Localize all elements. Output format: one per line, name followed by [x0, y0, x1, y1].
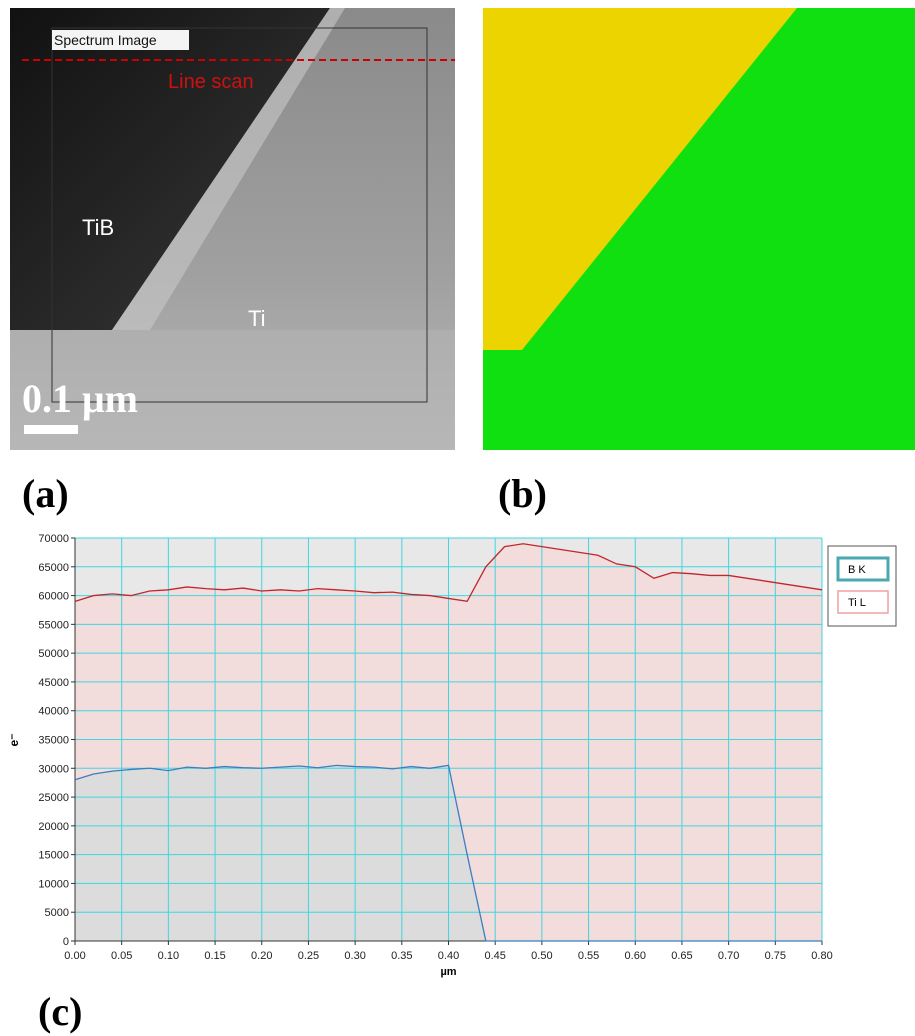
x-tick-label: 0.80 [811, 950, 832, 962]
line [74, 764, 822, 942]
y-tick-label: 70000 [38, 533, 69, 545]
y-tick-label: 10000 [38, 878, 69, 890]
x-tick-label: 0.35 [391, 950, 412, 962]
x-tick-label: 0.25 [298, 950, 319, 962]
region-label: Ti [248, 306, 266, 331]
x-tick-label: 0.15 [204, 950, 225, 962]
x-tick-label: 0.50 [531, 950, 552, 962]
x-tick-label: 0.55 [578, 950, 599, 962]
panel-label: (c) [38, 989, 82, 1034]
x-tick-label: 0.45 [484, 950, 505, 962]
y-tick-label: 35000 [38, 735, 69, 747]
box-title: Spectrum Image [54, 32, 157, 48]
x-tick-label: 0.40 [438, 950, 459, 962]
line [74, 543, 823, 603]
x-tick-label: 0.05 [111, 950, 132, 962]
y-tick-label: 50000 [38, 648, 69, 660]
panel-label: (b) [498, 471, 547, 516]
x-tick-label: 0.20 [251, 950, 272, 962]
x-axis-label: µm [440, 966, 456, 978]
scan-label: Line scan [168, 71, 254, 93]
legend-swatch [836, 556, 890, 582]
x-tick-label: 0.30 [344, 950, 365, 962]
y-axis-label: e⁻ [7, 733, 21, 746]
x-tick-label: 0.75 [765, 950, 786, 962]
y-tick-label: 20000 [38, 821, 69, 833]
y-tick-label: 15000 [38, 850, 69, 862]
y-tick-label: 30000 [38, 763, 69, 775]
y-tick-label: 45000 [38, 677, 69, 689]
x-tick-label: 0.65 [671, 950, 692, 962]
micrograph [10, 8, 455, 450]
y-tick-label: 25000 [38, 792, 69, 804]
x-tick-label: 0.10 [158, 950, 179, 962]
y-tick-label: 40000 [38, 706, 69, 718]
x-tick-label: 0.60 [625, 950, 646, 962]
y-tick-label: 5000 [45, 907, 69, 919]
region-label: TiB [82, 215, 114, 240]
legend-label: Ti L [848, 597, 866, 609]
y-tick-label: 0 [63, 936, 69, 948]
scale-label: 0.1 μm [22, 376, 138, 421]
y-tick-label: 60000 [38, 591, 69, 603]
legend-label: B K [848, 564, 866, 576]
x-tick-label: 0.70 [718, 950, 739, 962]
legend-swatch [837, 590, 889, 614]
y-tick-label: 65000 [38, 562, 69, 574]
y-tick-label: 55000 [38, 619, 69, 631]
element-map [483, 8, 915, 450]
x-tick-label: 0.00 [64, 950, 85, 962]
chart: 0 5000 10000 15000 20000 25000 30000 35000 40000… [7, 533, 897, 978]
panel-label: (a) [22, 471, 69, 516]
